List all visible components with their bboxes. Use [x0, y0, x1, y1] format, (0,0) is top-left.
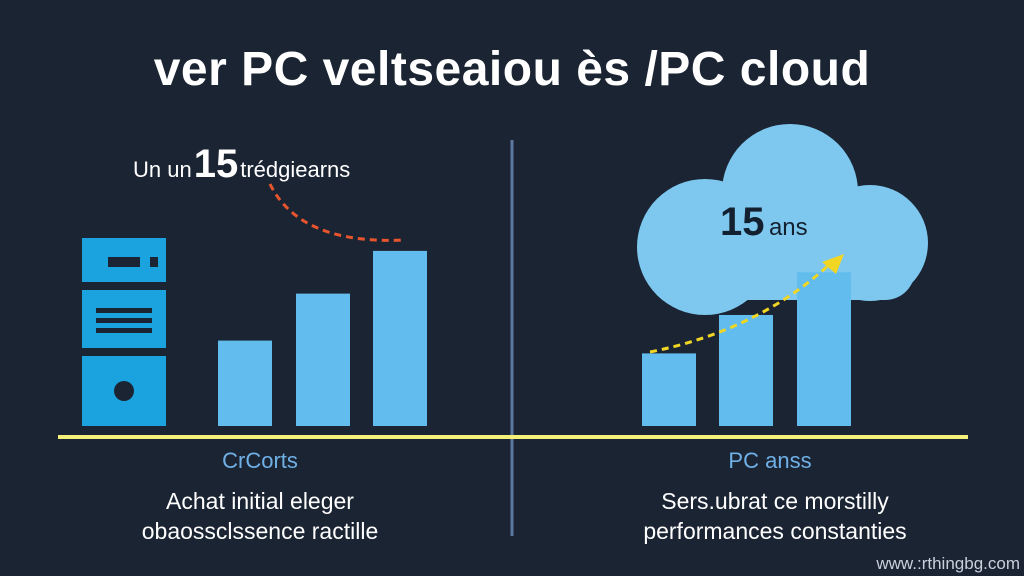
- left-bar-1: [218, 340, 272, 426]
- right-description: Sers.ubrat ce morstilly performances con…: [615, 486, 935, 546]
- right-bar-1: [642, 353, 696, 426]
- right-description-line-2: performances constanties: [643, 518, 907, 544]
- left-description-line-1: Achat initial eleger: [166, 488, 354, 514]
- right-trend-arrowhead: [822, 254, 844, 274]
- left-category-label: CrCorts: [222, 448, 298, 473]
- left-description: Achat initial eleger obaossclssence ract…: [110, 486, 410, 546]
- cloud-annotation-number: 15: [720, 200, 765, 244]
- cloud-annotation-unit: ans: [768, 214, 808, 241]
- left-annotation-suffix: trédgiearns: [240, 157, 351, 182]
- cloud-icon: [637, 124, 928, 315]
- left-annotation: Un un15trédgiearns: [133, 142, 350, 187]
- right-category-label: PC anss: [728, 448, 812, 473]
- server-icon: [82, 238, 166, 426]
- right-bars: [642, 272, 851, 426]
- right-bar-2: [719, 314, 773, 426]
- page-title: ver PC veltseaiou ès /PC cloud: [153, 43, 871, 96]
- left-bar-3: [373, 250, 427, 426]
- watermark: www.:rthingbg.com: [876, 554, 1020, 573]
- right-description-line-1: Sers.ubrat ce morstilly: [661, 488, 889, 514]
- left-trend-curve: [268, 183, 406, 242]
- cloud-annotation: 15 ans: [720, 200, 808, 245]
- left-bar-2: [296, 293, 350, 426]
- left-annotation-number: 15: [193, 142, 239, 186]
- left-bars: [218, 250, 427, 426]
- right-trend-arrow: [649, 260, 834, 354]
- left-annotation-prefix: Un un: [133, 157, 192, 182]
- left-description-line-2: obaossclssence ractille: [141, 518, 379, 544]
- right-bar-3: [797, 272, 851, 426]
